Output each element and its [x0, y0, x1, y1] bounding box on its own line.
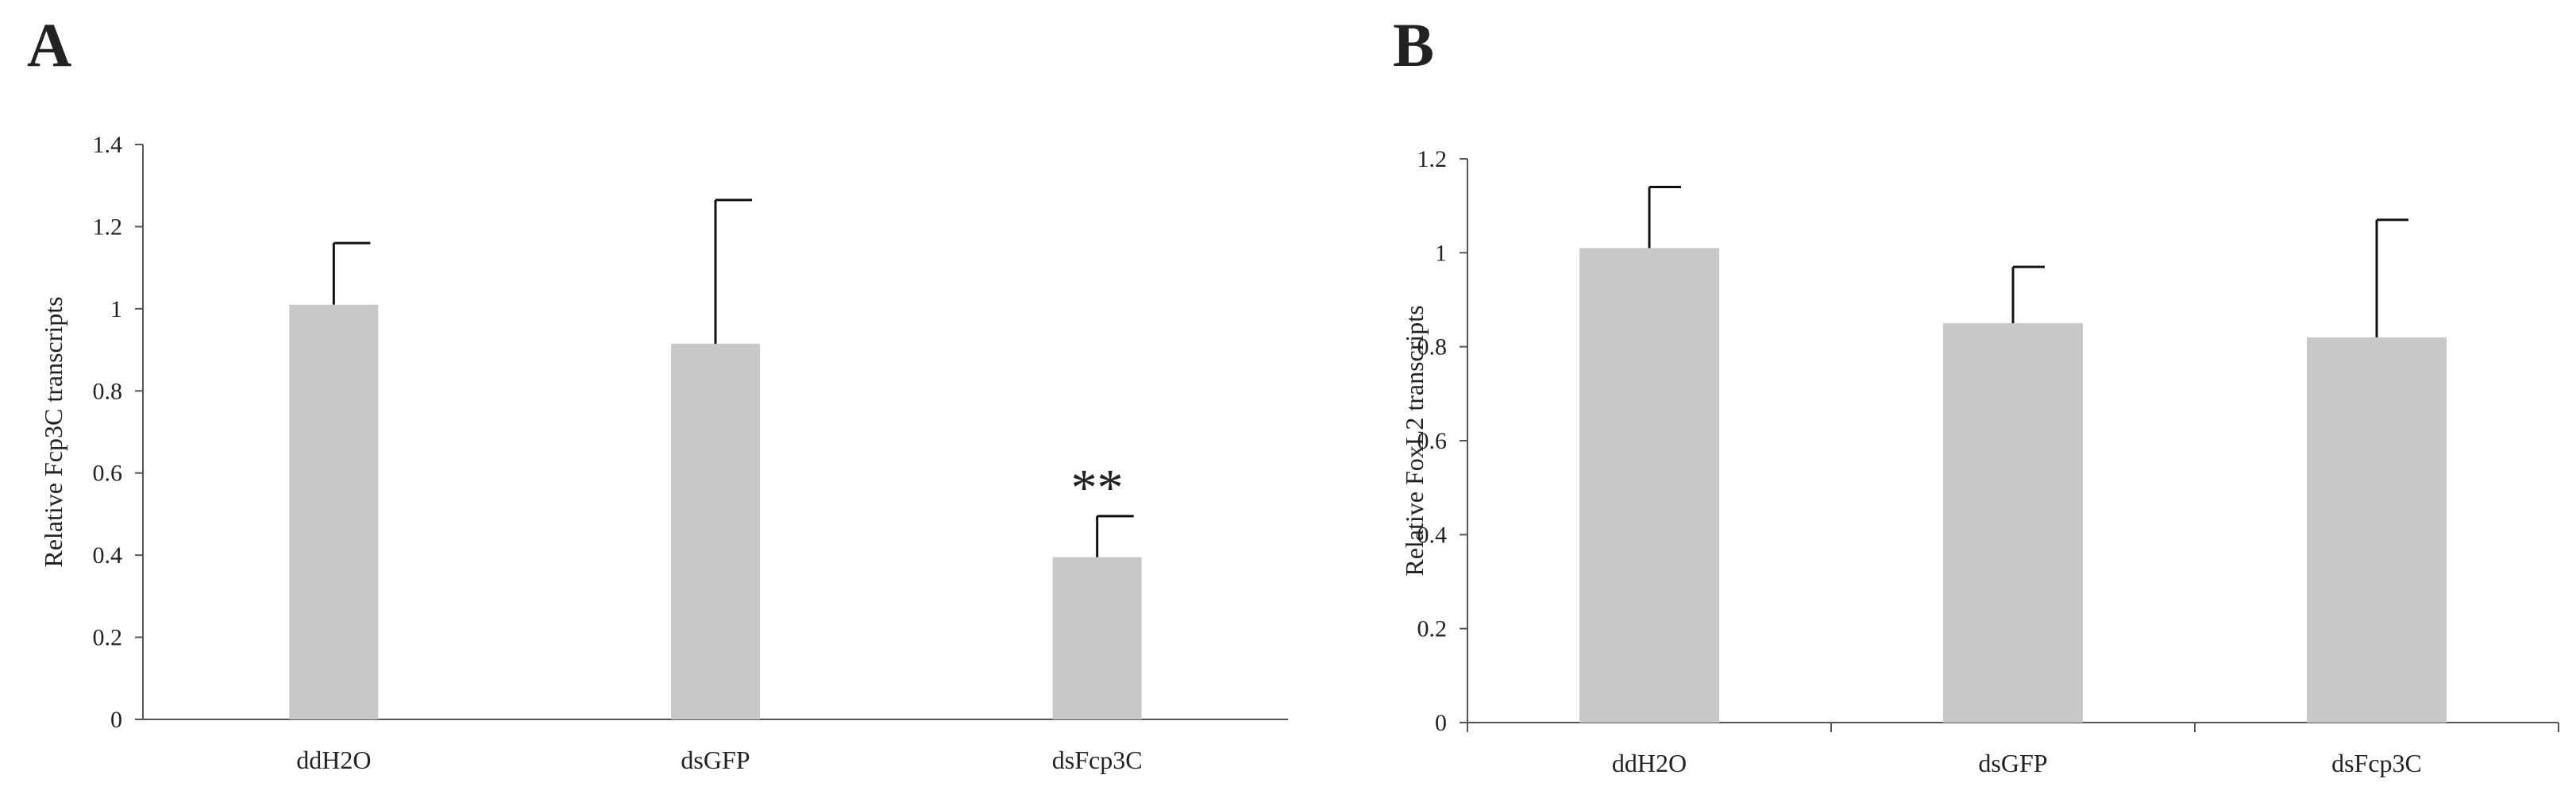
y-tick-label: 1.2 [93, 214, 123, 240]
significance-marker: ** [1071, 459, 1124, 517]
x-tick-label-ddh2o: ddH2O [296, 746, 371, 774]
y-tick-label: 0.4 [93, 542, 123, 569]
panel-label-a: A [27, 10, 72, 79]
y-tick-label: 0.8 [93, 378, 123, 404]
y-tick-label: 0.2 [93, 625, 123, 651]
y-tick-label: 0.2 [1417, 616, 1448, 642]
bar-dsgfp [1943, 323, 2083, 723]
chart-panel-a: A 0 0.2 0.4 0.6 0.8 1 1.2 1.4 ddH2O dsGFP ** dsFcp3… [0, 0, 1288, 794]
bar-ddh2o [1579, 248, 1719, 723]
bar-dsfcp3c [1052, 557, 1142, 719]
y-axis-label: Relative Fcp3C transcripts [39, 296, 67, 567]
y-tick-label: 0.6 [1417, 428, 1448, 454]
bar-dsfcp3c [2307, 337, 2447, 723]
y-tick-label: 0.6 [93, 461, 123, 487]
bar-dsgfp [671, 343, 760, 719]
y-tick-label: 1.4 [93, 132, 123, 158]
x-tick-label-ddh2o: ddH2O [1612, 749, 1687, 777]
y-axis-label: Relative FoxL2 transcripts [1400, 305, 1429, 576]
x-tick-label-dsfcp3c: dsFcp3C [1052, 746, 1143, 774]
y-tick-label: 0 [1435, 710, 1447, 736]
bar-ddh2o [289, 304, 379, 720]
bar-chart-a: 0 0.2 0.4 0.6 0.8 1 1.2 1.4 ddH2O dsGFP ** dsFcp3C R… [39, 132, 1288, 774]
x-tick-label-dsgfp: dsGFP [681, 746, 750, 774]
y-tick-label: 0.8 [1417, 334, 1448, 360]
y-tick-label: 0 [110, 707, 122, 733]
x-tick-label-dsgfp: dsGFP [1978, 749, 2047, 777]
chart-panel-b: B 0 0.2 0.4 0.6 0.8 1 1.2 ddH2O dsGFP dsFcp3C Rela… [1288, 0, 2576, 794]
y-tick-label: 1 [110, 296, 122, 322]
y-tick-label: 1.2 [1417, 146, 1448, 172]
y-tick-label: 0.4 [1417, 522, 1448, 548]
panel-label-b: B [1393, 10, 1435, 79]
y-tick-label: 1 [1435, 240, 1447, 266]
x-tick-label-dsfcp3c: dsFcp3C [2331, 749, 2422, 777]
bar-chart-b: 0 0.2 0.4 0.6 0.8 1 1.2 ddH2O dsGFP dsFcp3C Relati… [1400, 146, 2559, 777]
